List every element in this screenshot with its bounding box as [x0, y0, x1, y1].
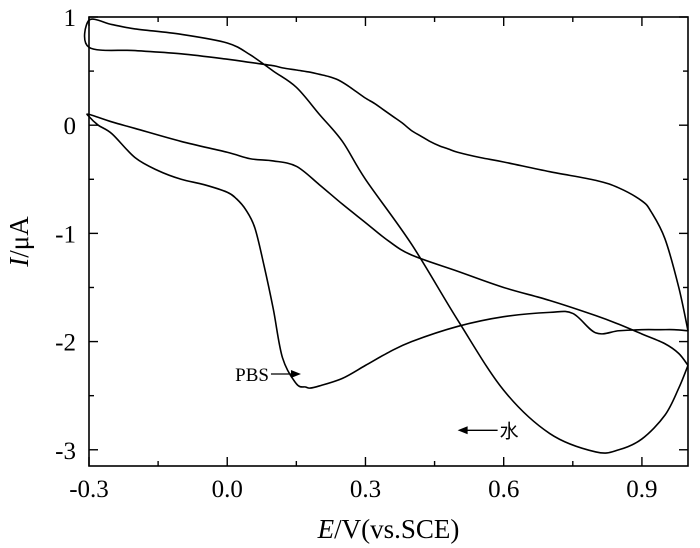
x-axis-title-symbol: E — [317, 514, 335, 544]
y-tick-label: 0 — [64, 113, 77, 140]
annotations: PBS 水 — [235, 365, 518, 442]
tick-labels: -0.3 0.0 0.3 0.6 0.9 1 0 -1 -2 -3 — [55, 5, 657, 503]
x-tick-label: 0.9 — [626, 476, 657, 503]
x-tick-label: 0.0 — [212, 476, 243, 503]
annotation-label: 水 — [500, 420, 519, 442]
arrow-head-icon — [290, 370, 301, 379]
series-line-pbs — [86, 113, 689, 389]
y-axis-title-symbol: I — [4, 256, 34, 268]
x-tick-label: 0.6 — [488, 476, 519, 503]
annotation-label: PBS — [235, 365, 269, 386]
series-line-water — [83, 18, 689, 454]
series-layer — [83, 18, 689, 454]
y-axis-title-unit: /μA — [4, 216, 34, 258]
x-axis-title-unit: /V(vs.SCE) — [334, 514, 459, 544]
y-tick-label: 1 — [64, 5, 77, 32]
y-tick-label: -3 — [55, 438, 76, 465]
x-tick-label: 0.3 — [350, 476, 381, 503]
x-tick-label: -0.3 — [69, 476, 109, 503]
plot-frame — [88, 16, 689, 467]
x-axis-title: E/V(vs.SCE) — [317, 514, 460, 544]
y-tick-label: -1 — [55, 221, 76, 248]
arrow-head-icon — [457, 426, 468, 435]
y-tick-label: -2 — [55, 330, 76, 357]
annotation-water: 水 — [457, 420, 519, 442]
y-axis-title: I/μA — [4, 216, 34, 268]
annotation-pbs: PBS — [235, 365, 301, 386]
ticks — [88, 16, 688, 466]
